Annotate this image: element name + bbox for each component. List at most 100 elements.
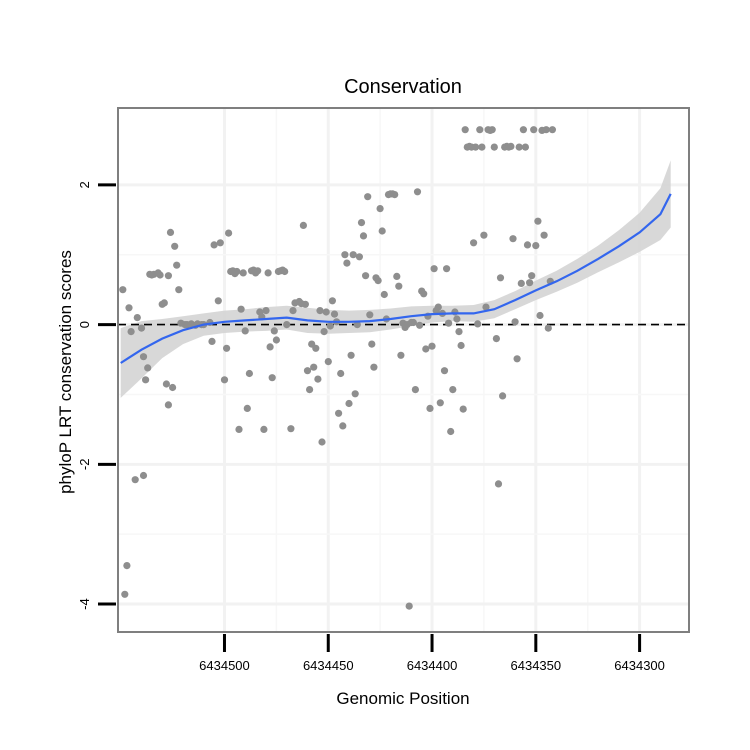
data-point	[264, 269, 272, 277]
data-point	[237, 305, 245, 313]
data-point	[366, 311, 374, 319]
data-point	[378, 227, 386, 235]
data-point	[526, 279, 534, 287]
data-point	[220, 376, 229, 384]
data-point	[476, 126, 484, 134]
x-axis: 6434500 6434450 6434400 6434350 6434300	[199, 634, 665, 673]
y-axis: -4 -2 0 2	[77, 181, 116, 610]
data-point	[131, 476, 139, 484]
data-point	[225, 229, 233, 237]
data-point	[482, 303, 490, 311]
data-point	[164, 272, 172, 280]
data-point	[453, 315, 461, 323]
y-tick-label: 0	[77, 321, 92, 328]
data-point	[357, 219, 366, 227]
data-point	[268, 374, 276, 382]
x-tick-label: 6434350	[511, 658, 562, 673]
data-point	[397, 351, 405, 359]
data-point	[235, 425, 243, 433]
data-point	[457, 341, 465, 350]
data-point	[511, 318, 519, 326]
data-point	[534, 217, 542, 225]
data-point	[139, 353, 148, 361]
data-point	[523, 241, 532, 249]
data-point	[445, 319, 453, 327]
data-point	[173, 261, 181, 269]
data-point	[528, 272, 536, 280]
data-point	[243, 404, 251, 412]
data-point	[210, 241, 218, 249]
data-point	[312, 344, 320, 352]
data-point	[436, 399, 444, 407]
data-point	[395, 282, 403, 290]
data-point	[492, 335, 500, 343]
data-point	[515, 143, 523, 151]
data-point	[376, 205, 384, 213]
data-point	[368, 340, 376, 348]
data-point	[245, 369, 253, 378]
data-point	[499, 392, 507, 400]
data-point	[233, 267, 241, 276]
data-point	[494, 480, 503, 488]
data-point	[391, 191, 399, 199]
data-points	[119, 126, 557, 610]
data-point	[440, 367, 449, 375]
data-point	[123, 562, 131, 570]
data-point	[330, 310, 339, 318]
data-point	[310, 363, 318, 371]
data-point	[496, 274, 505, 282]
data-point	[303, 367, 312, 375]
data-point	[345, 399, 353, 408]
plot-frame	[117, 107, 690, 633]
data-point	[434, 303, 442, 311]
data-point	[443, 265, 451, 273]
data-point	[270, 327, 278, 335]
data-point	[413, 188, 422, 196]
data-point	[490, 143, 498, 151]
data-point	[420, 290, 428, 298]
data-point	[478, 143, 486, 151]
data-point	[447, 427, 455, 436]
data-point	[272, 336, 280, 344]
data-point	[370, 363, 378, 371]
data-point	[164, 401, 172, 409]
data-point	[260, 425, 268, 433]
x-tick-label: 6434300	[614, 658, 665, 673]
data-point	[353, 321, 361, 329]
data-point	[337, 369, 345, 378]
data-point	[355, 253, 363, 261]
data-point	[480, 231, 488, 239]
data-point	[214, 297, 222, 305]
data-point	[430, 265, 438, 273]
y-axis-title: phyloP LRT conservation scores	[56, 250, 75, 494]
data-point	[416, 321, 424, 329]
data-point	[544, 324, 552, 332]
data-point	[374, 277, 382, 285]
data-point	[362, 272, 370, 280]
data-point	[536, 311, 544, 320]
data-point	[364, 193, 372, 201]
data-point	[326, 322, 334, 330]
data-point	[411, 386, 419, 394]
x-tick-label: 6434500	[199, 658, 250, 673]
data-point	[171, 242, 179, 250]
data-point	[542, 126, 550, 134]
x-tick-label: 6434400	[407, 658, 458, 673]
data-point	[347, 351, 355, 359]
data-point	[306, 386, 314, 394]
data-point	[299, 221, 307, 229]
data-point	[530, 126, 538, 134]
data-point	[449, 386, 457, 394]
data-point	[461, 126, 469, 134]
data-point	[351, 390, 359, 398]
data-point	[380, 290, 388, 299]
data-point	[139, 471, 148, 480]
smooth-line	[120, 193, 672, 364]
data-point	[459, 405, 467, 413]
data-point	[125, 304, 133, 312]
data-point	[142, 376, 150, 384]
data-point	[343, 259, 351, 267]
data-point	[287, 425, 295, 433]
data-point	[254, 267, 262, 275]
data-point	[160, 299, 168, 307]
